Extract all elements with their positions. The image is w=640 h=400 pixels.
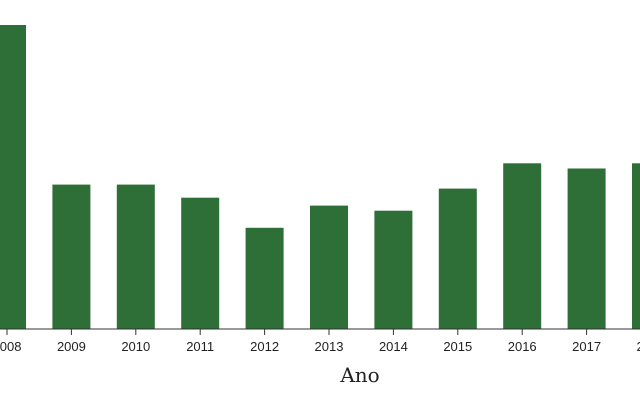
bar-2016 <box>503 163 542 329</box>
bar-2010 <box>116 184 155 329</box>
bar-2011 <box>181 197 220 329</box>
x-tick-label-2017: 2017 <box>572 339 601 354</box>
x-tick-label-2010: 2010 <box>121 339 150 354</box>
x-tick-label-2015: 2015 <box>443 339 472 354</box>
x-tick-label-2011: 2011 <box>186 339 214 354</box>
bar-2018 <box>632 163 640 329</box>
x-tick-label-2008: 2008 <box>0 339 21 354</box>
bar-2014 <box>374 210 413 329</box>
bar-2012 <box>245 227 284 329</box>
bar-2013 <box>310 205 348 329</box>
bar-2015 <box>438 188 477 329</box>
bar-2008 <box>0 25 26 329</box>
x-tick-label-2013: 2013 <box>315 339 344 354</box>
x-tick-label-2009: 2009 <box>57 339 86 354</box>
x-axis-ticks: 2008 2009 2010 2011 2012 2013 2014 2015 2016 2017… <box>0 329 640 354</box>
bar-2009 <box>52 184 91 329</box>
x-tick-label-2014: 2014 <box>379 339 408 354</box>
x-tick-label-2018: 2018 <box>637 339 640 354</box>
bar-2017 <box>567 168 606 329</box>
x-tick-label-2016: 2016 <box>508 339 537 354</box>
x-tick-label-2012: 2012 <box>250 339 279 354</box>
x-axis-title: Ano <box>339 363 379 387</box>
bars-group <box>0 25 640 329</box>
